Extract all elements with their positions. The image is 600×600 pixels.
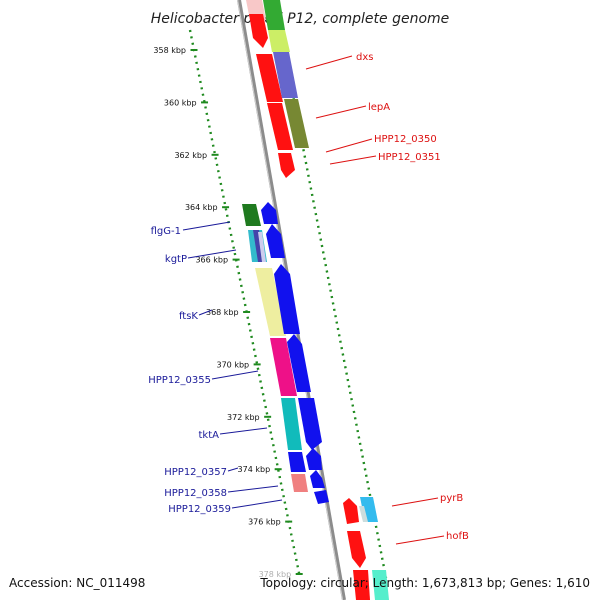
gene-block	[359, 506, 368, 522]
gene-block	[278, 153, 295, 178]
gene-block	[255, 268, 286, 336]
gene-block	[273, 52, 298, 98]
gene-block	[256, 54, 283, 102]
gene-block	[284, 99, 309, 148]
tick-group: 358 kbp 360 kbp 362 kbp 364 kbp 366 kbp 368 k…	[153, 46, 303, 579]
gene-block	[353, 570, 370, 600]
tick-label: 366 kbp	[195, 256, 228, 265]
gene-block	[291, 474, 308, 492]
gene-label: HPP12_0358	[164, 488, 227, 499]
leader-line	[391, 497, 439, 507]
gene-block	[261, 202, 278, 224]
tick-label: 364 kbp	[185, 203, 218, 212]
leader-line	[227, 485, 279, 493]
leader-line	[305, 55, 353, 70]
gene-label: HPP12_0359	[168, 504, 231, 515]
accession-text: Accession: NC_011498	[9, 576, 146, 590]
tick-label: 370 kbp	[217, 360, 250, 369]
gene-blocks	[242, 0, 389, 600]
tick-label: 358 kbp	[153, 46, 186, 55]
gene-label: flgG-1	[151, 226, 181, 237]
leader-line	[211, 370, 259, 380]
gene-block	[263, 0, 285, 30]
gene-label: HPP12_0357	[164, 467, 227, 478]
gene-label: HPP12_0355	[148, 375, 211, 386]
gene-block	[270, 338, 297, 396]
inner-dotted-track	[278, 27, 388, 579]
gene-block	[258, 232, 266, 262]
gene-block	[274, 264, 300, 334]
gene-block	[298, 398, 322, 450]
gene-block	[314, 490, 329, 504]
leader-line	[227, 467, 239, 472]
gene-block	[268, 30, 290, 52]
leader-line	[395, 535, 445, 545]
topology-text: Topology: circular; Length: 1,673,813 bp…	[260, 576, 590, 590]
gene-block	[306, 448, 322, 470]
gene-block	[267, 103, 293, 150]
tick-label: 376 kbp	[248, 518, 281, 527]
gene-block	[249, 14, 268, 48]
leader-line	[187, 249, 237, 259]
leader-line	[325, 138, 373, 153]
gene-label: tktA	[199, 430, 220, 441]
gene-block	[266, 224, 285, 258]
gene-block	[287, 334, 311, 392]
gene-block	[281, 398, 302, 450]
tick-label: 360 kbp	[164, 98, 197, 107]
gene-labels-left: flgG-1 kgtP ftsK HPP12_0355 tktA HPP12_0…	[148, 226, 231, 515]
gene-label: lepA	[368, 102, 390, 113]
leader-line	[329, 155, 377, 165]
gene-label: dxs	[356, 52, 373, 63]
gene-label: pyrB	[440, 493, 463, 504]
tick-label: 374 kbp	[238, 465, 271, 474]
leader-line	[315, 105, 367, 119]
gene-label: HPP12_0351	[378, 152, 441, 163]
leader-line	[231, 499, 283, 509]
leader-line	[198, 309, 213, 316]
gene-label: ftsK	[179, 311, 198, 322]
gene-block	[242, 204, 261, 226]
gene-label: hofB	[446, 531, 469, 542]
tick-label: 368 kbp	[206, 308, 239, 317]
map-title: Helicobacter pylori P12, complete genome	[151, 11, 450, 27]
leader-line	[182, 221, 231, 231]
gene-labels-right: dxs lepA HPP12_0350 HPP12_0351 pyrB hofB	[356, 52, 469, 542]
gene-block	[347, 531, 366, 568]
gene-label: kgtP	[165, 254, 187, 265]
gene-block	[372, 570, 389, 600]
tick-label: 362 kbp	[174, 151, 207, 160]
gene-block	[288, 452, 306, 472]
leader-lines	[182, 55, 445, 545]
leader-line	[219, 427, 268, 435]
tick-label: 372 kbp	[227, 413, 260, 422]
gene-block	[310, 470, 325, 488]
tick-label: 378 kbp	[259, 570, 292, 579]
gene-label: HPP12_0350	[374, 134, 437, 145]
gene-block	[343, 498, 359, 524]
